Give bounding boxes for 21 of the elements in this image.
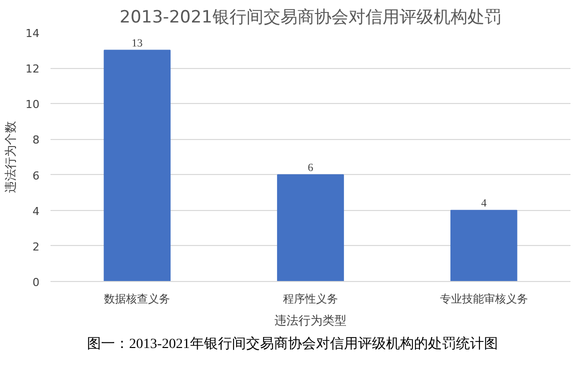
bar <box>277 174 344 282</box>
y-tick-label: 0 <box>32 276 40 289</box>
x-tick-label: 专业技能审核义务 <box>440 292 528 306</box>
x-axis-title: 违法行为类型 <box>274 314 346 328</box>
y-axis-title: 违法行为个数 <box>4 121 18 193</box>
y-tick-label: 14 <box>26 27 40 40</box>
bar <box>450 210 518 282</box>
x-tick-label: 程序性义务 <box>283 292 338 306</box>
bar <box>104 50 171 282</box>
x-tick-label: 数据核查义务 <box>104 292 170 306</box>
y-tick-label: 2 <box>32 240 40 254</box>
data-label: 4 <box>481 197 488 210</box>
data-label: 6 <box>308 162 314 174</box>
y-tick-label: 4 <box>32 204 40 218</box>
data-label: 13 <box>132 37 144 50</box>
y-tick-label: 6 <box>32 169 40 182</box>
y-tick-label: 8 <box>32 134 40 147</box>
y-tick-label: 10 <box>26 98 40 112</box>
chart-title: 2013-2021银行间交易商协会对信用评级机构处罚 <box>120 8 502 28</box>
y-tick-label: 12 <box>26 62 40 76</box>
text: 图一：2013-2021年银行间交易商协会对信用评级机构的处罚统计图 <box>87 335 498 354</box>
